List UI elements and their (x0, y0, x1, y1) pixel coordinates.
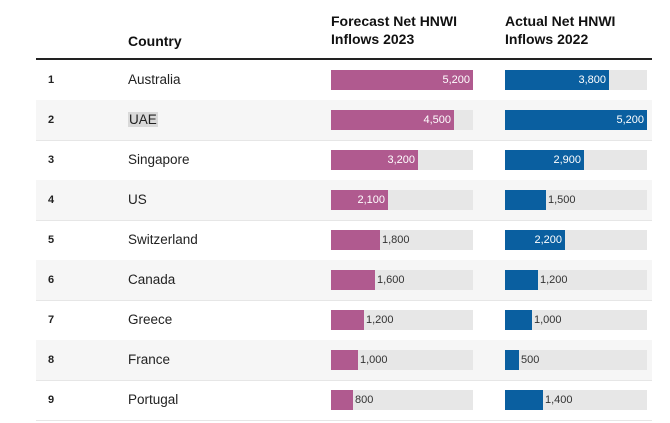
actual-value-label: 1,000 (534, 314, 562, 326)
actual-bar (505, 270, 538, 290)
country-name: US (128, 192, 147, 207)
forecast-bar-track: 2,100 (331, 190, 473, 210)
rank-cell: 6 (48, 274, 55, 286)
actual-value-label: 2,200 (534, 234, 562, 246)
hnwi-inflows-table: Country Forecast Net HNWI Inflows 2023 A… (36, 0, 652, 423)
forecast-header-line-1: Forecast Net HNWI (331, 13, 458, 29)
actual-bar (505, 110, 647, 130)
actual-value-label: 5,200 (616, 114, 644, 126)
table-row: 4 US 2,100 1,500 (36, 180, 652, 221)
table-row: 5 Switzerland 1,800 2,200 (36, 220, 652, 261)
actual-value-label: 1,200 (540, 274, 568, 286)
actual-bar (505, 390, 543, 410)
country-cell: Australia (128, 60, 181, 100)
actual-bar-track: 3,800 (505, 70, 647, 90)
country-cell: Switzerland (128, 220, 198, 260)
country-column-header: Country (128, 33, 182, 49)
table-row: 8 France 1,000 500 (36, 340, 652, 381)
forecast-value-label: 1,000 (360, 354, 388, 366)
rank-cell: 3 (48, 154, 55, 166)
forecast-bar (331, 110, 454, 130)
forecast-bar-track: 1,800 (331, 230, 473, 250)
actual-value-label: 2,900 (553, 154, 581, 166)
forecast-bar (331, 150, 418, 170)
country-cell: US (128, 180, 147, 220)
country-name: France (128, 352, 171, 367)
actual-bar-track: 5,200 (505, 110, 647, 130)
country-name: Switzerland (128, 232, 198, 247)
forecast-bar (331, 190, 388, 210)
actual-header-line-1: Actual Net HNWI (505, 13, 616, 29)
forecast-header-line-2: Inflows 2023 (331, 31, 415, 47)
forecast-bar-track: 800 (331, 390, 473, 410)
table-row: 2 UAE 4,500 5,200 (36, 100, 652, 141)
forecast-value-label: 1,600 (377, 274, 405, 286)
forecast-bar-track: 1,200 (331, 310, 473, 330)
forecast-bar-track: 4,500 (331, 110, 473, 130)
actual-value-label: 1,400 (545, 394, 573, 406)
table-row: 1 Australia 5,200 3,800 (36, 60, 652, 101)
forecast-bar (331, 270, 375, 290)
rank-cell: 1 (48, 74, 55, 86)
forecast-value-label: 2,100 (357, 194, 385, 206)
actual-bar-track: 2,200 (505, 230, 647, 250)
forecast-value-label: 800 (355, 394, 374, 406)
country-name: UAE (128, 112, 158, 127)
table-header: Country Forecast Net HNWI Inflows 2023 A… (36, 0, 652, 60)
table-row: 7 Greece 1,200 1,000 (36, 300, 652, 341)
actual-header-line-2: Inflows 2022 (505, 31, 589, 47)
actual-bar-track: 1,400 (505, 390, 647, 410)
table-row: 9 Portugal 800 1,400 (36, 380, 652, 421)
country-name: Greece (128, 312, 173, 327)
actual-bar-track: 1,000 (505, 310, 647, 330)
country-name: Portugal (128, 392, 179, 407)
forecast-column-header: Forecast Net HNWI Inflows 2023 (331, 12, 457, 48)
actual-bar (505, 350, 519, 370)
actual-bar (505, 150, 584, 170)
actual-bar-track: 2,900 (505, 150, 647, 170)
actual-column-header: Actual Net HNWI Inflows 2022 (505, 12, 615, 48)
actual-bar (505, 190, 546, 210)
country-cell: Greece (128, 300, 172, 340)
country-cell: Portugal (128, 380, 178, 420)
country-cell: UAE (128, 100, 158, 140)
forecast-bar-track: 3,200 (331, 150, 473, 170)
forecast-bar (331, 390, 353, 410)
actual-bar-track: 500 (505, 350, 647, 370)
country-cell: France (128, 340, 170, 380)
actual-value-label: 1,500 (548, 194, 576, 206)
rank-cell: 5 (48, 234, 55, 246)
actual-bar-track: 1,200 (505, 270, 647, 290)
forecast-value-label: 5,200 (442, 74, 470, 86)
country-name: Australia (128, 72, 181, 87)
rank-cell: 9 (48, 394, 55, 406)
actual-bar-track: 1,500 (505, 190, 647, 210)
forecast-value-label: 1,800 (382, 234, 410, 246)
rank-cell: 8 (48, 354, 55, 366)
forecast-bar (331, 350, 358, 370)
rank-cell: 4 (48, 194, 55, 206)
table-row: 3 Singapore 3,200 2,900 (36, 140, 652, 181)
forecast-bar-track: 1,600 (331, 270, 473, 290)
table-row: 6 Canada 1,600 1,200 (36, 260, 652, 301)
actual-bar (505, 70, 609, 90)
forecast-bar (331, 230, 380, 250)
country-cell: Singapore (128, 140, 190, 180)
country-name: Singapore (128, 152, 190, 167)
country-name: Canada (128, 272, 176, 287)
actual-value-label: 3,800 (578, 74, 606, 86)
forecast-bar (331, 70, 473, 90)
rank-cell: 7 (48, 314, 55, 326)
actual-bar (505, 310, 532, 330)
forecast-bar-track: 5,200 (331, 70, 473, 90)
country-cell: Canada (128, 260, 175, 300)
rank-cell: 2 (48, 114, 55, 126)
actual-value-label: 500 (521, 354, 540, 366)
forecast-bar (331, 310, 364, 330)
forecast-value-label: 1,200 (366, 314, 394, 326)
forecast-value-label: 3,200 (387, 154, 415, 166)
forecast-bar-track: 1,000 (331, 350, 473, 370)
forecast-value-label: 4,500 (423, 114, 451, 126)
actual-bar (505, 230, 565, 250)
